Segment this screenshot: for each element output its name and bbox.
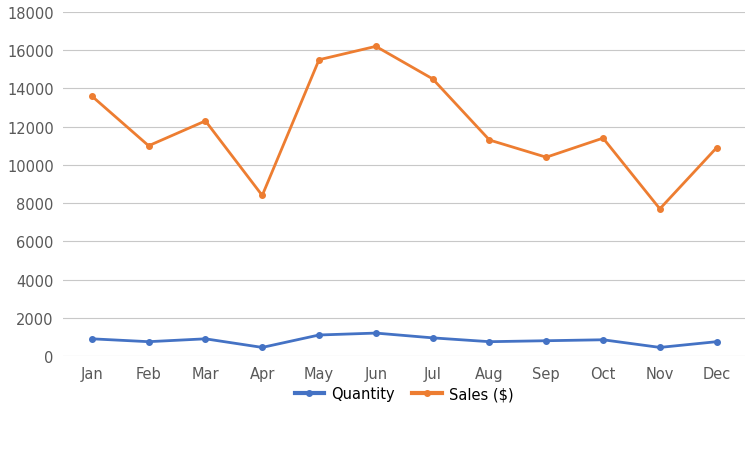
Line: Sales ($): Sales ($) [89,45,720,212]
Sales ($) [599,136,608,142]
Quantity [655,345,664,350]
Quantity [258,345,267,350]
Legend: Quantity, Sales ($): Quantity, Sales ($) [289,381,520,407]
Sales ($) [712,146,721,151]
Quantity [485,339,494,345]
Quantity [428,336,437,341]
Sales ($) [314,58,323,63]
Quantity [541,338,550,344]
Sales ($) [485,138,494,143]
Sales ($) [371,45,381,50]
Line: Quantity: Quantity [89,331,720,350]
Sales ($) [201,119,210,124]
Sales ($) [541,155,550,161]
Quantity [144,339,153,345]
Quantity [314,332,323,338]
Quantity [201,336,210,342]
Sales ($) [428,77,437,83]
Sales ($) [258,193,267,199]
Quantity [371,331,381,336]
Sales ($) [87,94,96,100]
Quantity [599,337,608,343]
Sales ($) [655,207,664,212]
Quantity [712,339,721,345]
Sales ($) [144,144,153,149]
Quantity [87,336,96,342]
